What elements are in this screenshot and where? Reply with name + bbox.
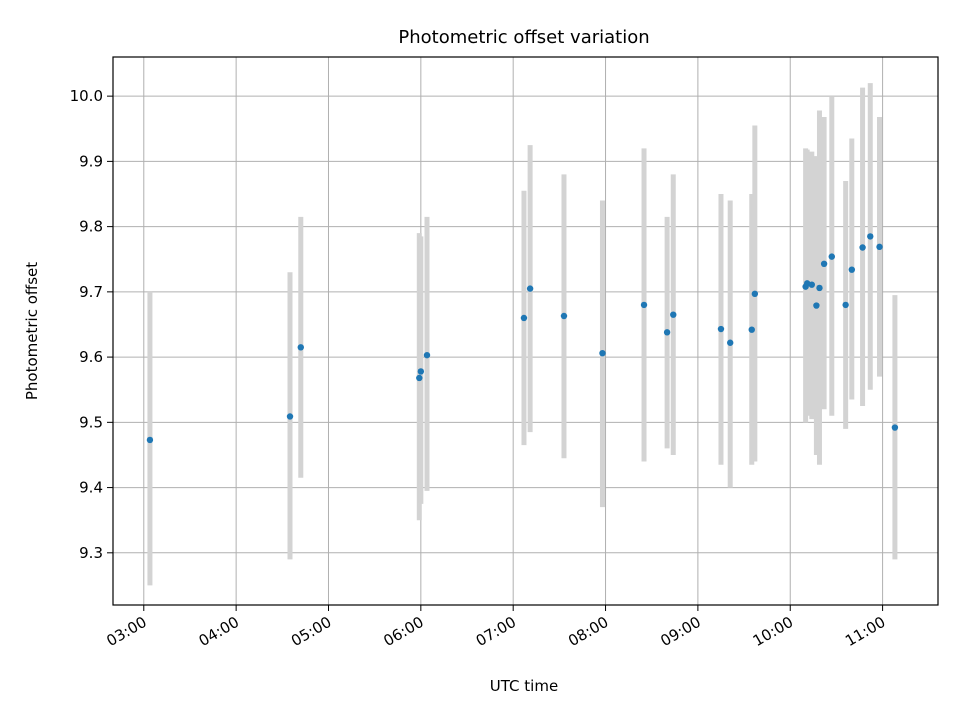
y-tick-label: 9.6: [79, 348, 103, 366]
y-tick-label: 9.7: [79, 283, 103, 301]
x-axis-label: UTC time: [490, 677, 558, 695]
data-point: [286, 413, 294, 420]
data-point: [599, 349, 606, 357]
data-point: [640, 301, 648, 309]
data-point: [748, 326, 755, 333]
y-tick-label: 9.8: [79, 218, 103, 236]
y-tick-label: 9.5: [79, 413, 103, 431]
y-tick-label: 10.0: [70, 87, 103, 105]
plot-frame: [112, 56, 939, 606]
data-point: [876, 243, 883, 251]
point-layer: [146, 233, 899, 444]
y-axis-label: Photometric offset: [23, 262, 41, 400]
data-point: [146, 436, 154, 444]
data-point: [828, 253, 835, 260]
data-point: [727, 339, 734, 346]
y-tick-label: 9.3: [79, 544, 103, 562]
data-point: [670, 311, 677, 318]
data-point: [813, 302, 820, 309]
data-point: [867, 233, 874, 240]
data-point: [751, 290, 759, 298]
tick-layer: 03:00 04:00 05:00 06:00 07:00 08:00 09:00 10:00…: [70, 87, 889, 650]
data-point: [297, 344, 304, 351]
data-point: [417, 368, 425, 375]
data-point: [526, 285, 534, 292]
data-point: [859, 244, 866, 251]
chart-title: Photometric offset variation: [398, 27, 649, 48]
y-tick-label: 9.9: [79, 152, 103, 170]
data-point: [891, 424, 899, 431]
data-point: [717, 325, 725, 333]
data-point: [560, 312, 568, 320]
data-point: [520, 314, 528, 322]
data-point: [842, 301, 849, 309]
data-point: [808, 281, 815, 288]
y-tick-label: 9.4: [79, 479, 103, 497]
data-point: [848, 266, 856, 273]
data-point: [820, 260, 828, 268]
data-point: [423, 351, 431, 359]
data-point: [663, 329, 671, 336]
data-point: [816, 284, 823, 292]
data-point: [416, 374, 423, 382]
